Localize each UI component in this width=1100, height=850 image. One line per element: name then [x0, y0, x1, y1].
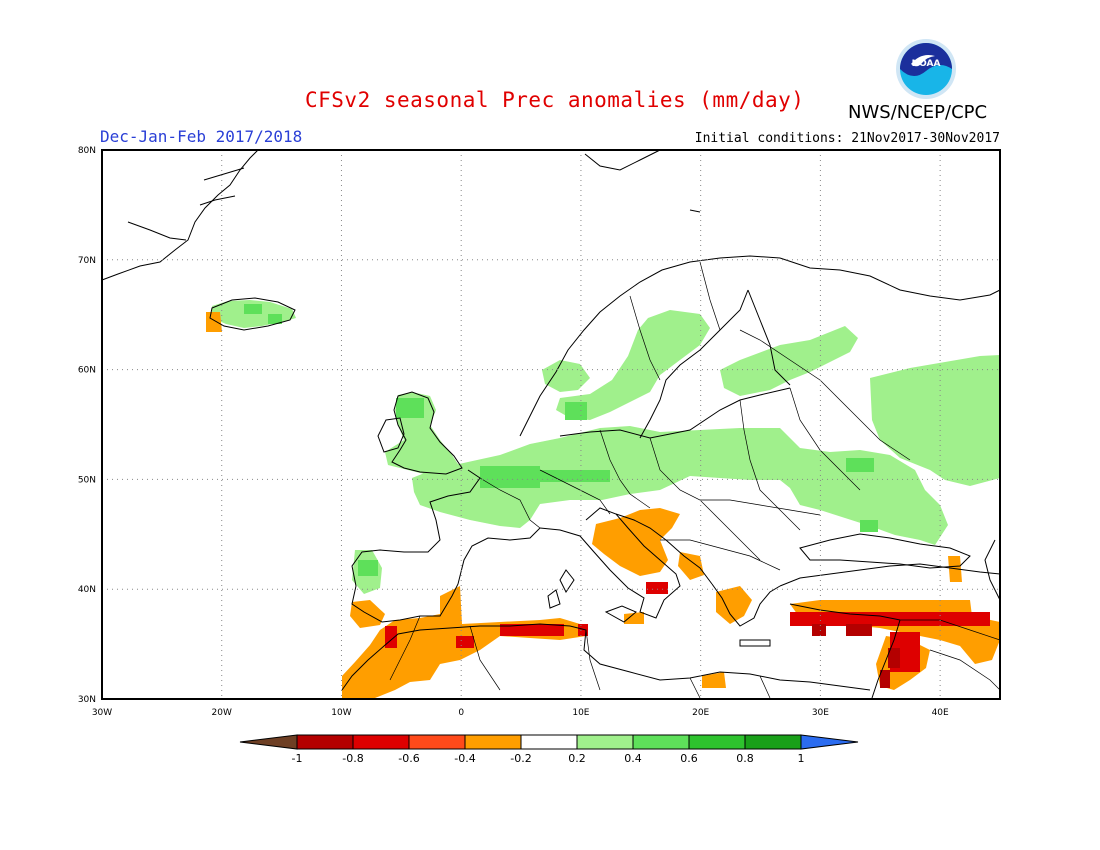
lon-tick-label: 40E	[932, 708, 949, 718]
agency-label: NWS/NCEP/CPC	[848, 102, 988, 123]
legend-arrow-high	[800, 734, 859, 750]
lat-tick-label: 50N	[78, 475, 96, 485]
coastline-greenland	[101, 149, 259, 281]
dry-cell	[888, 648, 900, 668]
wet-region-finland	[720, 326, 858, 396]
dry-anomaly-extreme-layer	[812, 624, 900, 688]
coastline-france-iberia	[351, 469, 541, 623]
legend-tick-label: 0.6	[680, 752, 698, 765]
coastline-svalbard	[584, 149, 701, 213]
axis-labels: 30W 20W 10W 0 10E 20E 30E 40E 30N 40N 50N 60N 70N 80N	[78, 146, 949, 718]
lat-tick-label: 80N	[78, 146, 96, 156]
legend-color-box	[632, 734, 690, 750]
coastline-norway	[519, 255, 781, 437]
dry-region-balkans	[678, 552, 704, 580]
legend-color-box	[744, 734, 802, 750]
lon-tick-label: 20E	[692, 708, 709, 718]
legend-color-box	[688, 734, 746, 750]
dry-cell	[846, 624, 872, 636]
wet-cell	[358, 560, 378, 576]
lat-tick-label: 40N	[78, 585, 96, 595]
lon-tick-label: 10W	[331, 708, 351, 718]
coastline-finland	[747, 289, 791, 386]
dry-cell	[880, 670, 890, 688]
lat-tick-label: 30N	[78, 695, 96, 705]
coastline-kola	[779, 257, 1001, 301]
legend-tick-label: 1	[798, 752, 805, 765]
map-title: CFSv2 seasonal Prec anomalies (mm/day)	[305, 88, 805, 112]
dry-cell	[646, 582, 668, 594]
coastline-greece	[711, 583, 781, 627]
legend-tick-label: 0.8	[736, 752, 754, 765]
coastline-ireland	[377, 417, 405, 453]
coastline-greenland-inner	[127, 167, 245, 241]
lat-tick-label: 70N	[78, 256, 96, 266]
map-frame	[101, 149, 1001, 700]
dry-region-sicily	[624, 612, 644, 624]
lon-tick-label: 10E	[572, 708, 589, 718]
legend-color-box	[520, 734, 578, 750]
coastline-islands	[547, 569, 771, 647]
wet-region-russia	[870, 355, 1000, 486]
legend-tick-label: -0.6	[398, 752, 419, 765]
legend-tick-label: -0.2	[510, 752, 531, 765]
lon-tick-label: 0	[458, 708, 464, 718]
legend-tick-label: -1	[292, 752, 303, 765]
lon-tick-label: 30W	[92, 708, 112, 718]
dry-cell	[500, 624, 564, 636]
legend-color-box	[352, 734, 410, 750]
coastline-black-sea	[799, 533, 971, 569]
wet-region-scandinavia	[556, 310, 710, 420]
dry-region-libya	[702, 672, 726, 688]
dry-cell	[456, 636, 474, 648]
wet-cell	[565, 402, 587, 420]
coastline-italy	[539, 507, 681, 619]
dry-cell	[812, 624, 826, 636]
wet-cell	[480, 466, 540, 488]
wet-region-central-europe	[412, 426, 948, 545]
coastline-baltic-south	[559, 387, 791, 439]
wet-cell	[846, 458, 874, 472]
coastline-iceland	[209, 297, 296, 331]
wet-cell	[860, 520, 878, 532]
dry-region-greece	[716, 586, 752, 624]
dry-region-italy	[592, 508, 680, 576]
noaa-logo-text: NOAA	[912, 59, 941, 69]
noaa-logo: NOAA	[896, 39, 956, 99]
wet-cell	[268, 314, 282, 324]
lon-tick-label: 20W	[212, 708, 232, 718]
season-label: Dec-Jan-Feb 2017/2018	[100, 127, 303, 146]
legend-tick-label: -0.8	[342, 752, 363, 765]
coastline-levant	[871, 619, 901, 699]
wet-cell	[396, 398, 424, 418]
legend-arrow-low	[239, 734, 298, 750]
legend-tick-label: 0.2	[568, 752, 586, 765]
legend-tick-label: 0.4	[624, 752, 642, 765]
coastline-turkey	[779, 563, 1001, 621]
initial-conditions-label: Initial conditions: 21Nov2017-30Nov2017	[694, 131, 1000, 146]
wet-region-baltic	[542, 360, 590, 392]
legend-color-box	[408, 734, 466, 750]
legend-color-box	[576, 734, 634, 750]
wet-cell	[244, 304, 262, 314]
lat-tick-label: 60N	[78, 366, 96, 376]
coastline-sweden-east	[639, 289, 749, 439]
legend-color-box	[464, 734, 522, 750]
legend-tick-label: -0.4	[454, 752, 475, 765]
dry-cell	[578, 624, 588, 636]
legend-color-box	[296, 734, 354, 750]
coastline-caspian	[984, 539, 1001, 601]
lon-tick-label: 30E	[812, 708, 829, 718]
